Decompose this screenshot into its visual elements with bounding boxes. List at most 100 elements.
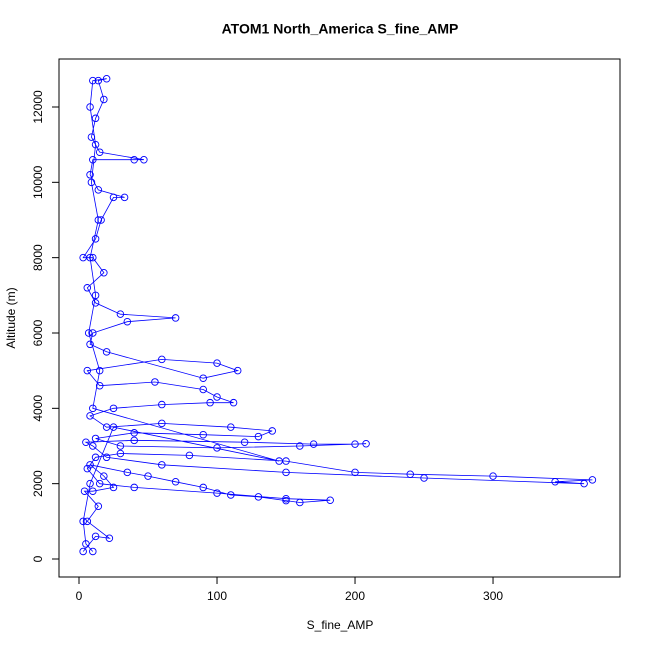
data-point	[123, 468, 132, 477]
data-point	[116, 442, 125, 450]
data-point	[123, 317, 132, 326]
data-point	[185, 451, 194, 460]
data-point	[91, 114, 100, 123]
data-point	[254, 432, 263, 441]
data-point	[94, 502, 103, 511]
data-point	[213, 359, 221, 367]
x-tick-label: 0	[76, 589, 83, 603]
y-tick-label: 12000	[31, 90, 45, 124]
data-point	[151, 378, 159, 386]
data-point	[89, 253, 97, 262]
y-tick-label: 8000	[31, 244, 45, 271]
data-point	[91, 434, 100, 443]
data-line	[82, 78, 593, 552]
data-point	[86, 340, 94, 349]
data-point	[199, 385, 207, 394]
data-point	[102, 348, 111, 356]
data-point	[213, 489, 221, 497]
data-point	[97, 216, 105, 224]
data-point	[89, 329, 97, 337]
data-point	[158, 461, 166, 469]
data-point	[95, 381, 104, 390]
data-point	[79, 517, 87, 526]
data-point	[116, 449, 125, 458]
data-point	[158, 400, 166, 409]
data-point	[109, 423, 118, 431]
data-point	[109, 483, 118, 492]
data-point	[551, 478, 559, 486]
data-point	[89, 547, 97, 556]
data-point	[199, 483, 207, 492]
data-point	[109, 404, 118, 413]
y-tick-label: 0	[31, 555, 45, 562]
data-point	[86, 461, 94, 469]
data-point	[79, 547, 87, 556]
data-point	[105, 534, 114, 543]
data-point	[89, 155, 97, 164]
data-point	[91, 291, 100, 300]
data-point	[144, 472, 152, 480]
data-point	[94, 186, 103, 194]
data-point	[282, 496, 290, 505]
data-point	[158, 419, 166, 428]
data-point	[83, 464, 92, 473]
data-point	[130, 155, 138, 164]
data-point	[282, 468, 290, 477]
data-point	[82, 438, 90, 446]
data-point	[130, 429, 138, 437]
data-point	[100, 95, 108, 104]
x-tick-label: 200	[345, 589, 365, 603]
data-point	[240, 438, 249, 446]
data-point	[87, 178, 96, 187]
data-point	[351, 440, 359, 448]
data-point	[86, 479, 94, 488]
data-point	[94, 216, 103, 224]
data-point	[296, 498, 304, 507]
x-tick-label: 300	[483, 589, 503, 603]
data-point	[227, 491, 235, 499]
data-point	[116, 310, 125, 318]
data-point	[406, 470, 414, 478]
data-point	[91, 140, 100, 149]
data-point	[100, 472, 108, 480]
data-point	[102, 453, 111, 462]
data-point	[91, 453, 100, 462]
data-point	[229, 398, 238, 407]
data-point	[158, 355, 166, 364]
data-point	[275, 457, 283, 465]
data-point	[95, 366, 104, 375]
data-point	[86, 253, 94, 262]
data-point	[171, 314, 180, 322]
x-axis-label: S_fine_AMP	[307, 618, 374, 632]
data-point	[296, 442, 304, 450]
data-point	[82, 540, 90, 548]
data-point	[83, 366, 92, 375]
y-axis-label: Altitude (m)	[4, 287, 18, 348]
data-point	[95, 148, 104, 156]
y-tick-label: 10000	[31, 165, 45, 199]
data-point	[199, 430, 207, 439]
data-point	[282, 494, 290, 503]
data-point	[213, 393, 221, 401]
data-point	[326, 496, 334, 504]
data-point	[94, 76, 103, 85]
data-point	[100, 268, 108, 277]
data-point	[86, 171, 94, 179]
data-point	[199, 374, 207, 382]
data-point	[227, 423, 235, 431]
data-point	[171, 478, 180, 486]
data-point	[489, 472, 497, 480]
data-point	[91, 532, 100, 541]
data-point	[83, 517, 92, 526]
y-tick-label: 6000	[31, 319, 45, 346]
data-point	[362, 439, 370, 448]
data-point	[84, 329, 93, 337]
data-point	[268, 427, 276, 435]
data-point	[89, 487, 97, 495]
data-point	[120, 193, 129, 202]
data-point	[580, 479, 588, 488]
data-point	[213, 444, 221, 452]
data-point	[89, 404, 97, 413]
y-tick-label: 2000	[31, 470, 45, 497]
